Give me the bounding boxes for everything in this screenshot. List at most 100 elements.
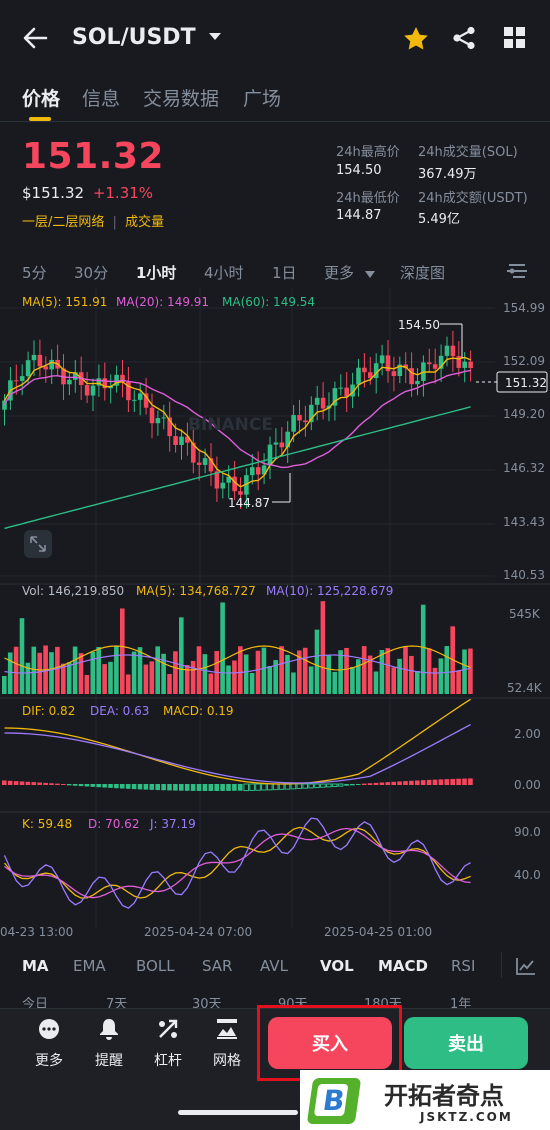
expand-icon[interactable]	[24, 530, 52, 558]
interval-more[interactable]: 更多	[324, 262, 375, 283]
macd-bar	[426, 779, 432, 785]
volume-bar	[167, 673, 172, 694]
candle-body	[303, 420, 308, 423]
bell-icon	[100, 1019, 118, 1040]
interval-1h[interactable]: 1小时	[136, 264, 177, 282]
period-item[interactable]: 180天	[364, 997, 402, 1008]
stat-value: 154.50	[336, 163, 382, 178]
interval-4h[interactable]: 4小时	[204, 264, 244, 282]
macd-bar	[78, 784, 84, 787]
interval-depth[interactable]: 深度图	[400, 264, 446, 282]
volume-bar	[108, 661, 113, 694]
sell-button[interactable]: 卖出	[404, 1017, 528, 1069]
volume-bar	[2, 676, 7, 694]
tab-price[interactable]: 价格	[22, 88, 61, 110]
watermark: BINANCE	[188, 415, 273, 435]
indicator-macd[interactable]: MACD	[378, 957, 428, 975]
chart-settings-icon[interactable]	[507, 263, 527, 279]
macd-bar	[468, 778, 473, 785]
interval-1d[interactable]: 1日	[272, 264, 297, 282]
period-item[interactable]: 今日	[22, 997, 49, 1008]
tag-volume[interactable]: 成交量	[125, 215, 165, 230]
indicator-chart-icon[interactable]	[516, 957, 536, 975]
indicator-vol[interactable]: VOL	[320, 957, 354, 975]
candle-body	[208, 458, 214, 472]
interval-30m[interactable]: 30分	[74, 264, 109, 282]
nav-more-label: 更多	[35, 1053, 63, 1069]
candle-body	[432, 364, 438, 369]
nav-alert[interactable]: 提醒	[84, 1018, 134, 1070]
indicator-avl[interactable]: AVL	[260, 957, 288, 975]
volume-bar	[49, 652, 54, 694]
vol-ma5-label: MA(5): 134,768.727	[136, 584, 256, 598]
period-item[interactable]: 90天	[278, 997, 308, 1008]
ma60-label: MA(60): 149.54	[222, 295, 315, 309]
macd-bar	[326, 783, 332, 788]
kline-svg[interactable]: BINANCE 154.99 152.09 149.20 146.32 143.…	[0, 288, 550, 950]
kdj-tick: 40.0	[514, 868, 541, 882]
macd-bar	[2, 780, 7, 785]
macd-bar	[331, 783, 338, 787]
back-arrow-icon[interactable]	[22, 26, 48, 50]
interval-more-label: 更多	[324, 264, 355, 282]
kline-chart[interactable]: BINANCE 154.99 152.09 149.20 146.32 143.…	[0, 288, 550, 950]
candle-body	[279, 442, 285, 448]
candle-body	[25, 360, 31, 377]
volume-bar	[78, 653, 84, 694]
indicator-sar[interactable]: SAR	[202, 957, 233, 975]
interval-5m[interactable]: 5分	[22, 264, 47, 282]
pair-title[interactable]: SOL/USDT	[72, 25, 196, 50]
volume-bar	[179, 617, 184, 694]
volume-bar	[102, 664, 107, 694]
price-tick: 152.09	[503, 354, 545, 368]
dif-line	[4, 698, 471, 785]
candle-body	[96, 378, 102, 386]
macd-bar	[350, 784, 355, 786]
grid-icon[interactable]	[504, 27, 526, 49]
price-tick: 149.20	[503, 407, 545, 421]
volume-bar	[72, 646, 78, 694]
candle-body	[314, 397, 320, 405]
stat-label: 24h成交额(USDT)	[418, 191, 528, 206]
volume-bar	[326, 655, 332, 694]
period-item[interactable]: 1年	[450, 997, 472, 1008]
period-item[interactable]: 30天	[192, 997, 222, 1008]
nav-more[interactable]: 更多	[24, 1018, 74, 1070]
candle-body	[114, 374, 119, 386]
macd-bar	[261, 783, 267, 791]
volume-bar	[468, 648, 473, 694]
tab-info[interactable]: 信息	[82, 88, 121, 110]
buy-button[interactable]: 买入	[268, 1017, 392, 1069]
nav-grid[interactable]: 网格	[202, 1018, 252, 1070]
share-icon[interactable]	[452, 26, 476, 50]
candle-body	[49, 359, 54, 370]
chevron-down-icon[interactable]	[208, 32, 222, 42]
star-icon[interactable]	[403, 26, 429, 51]
indicator-ema[interactable]: EMA	[73, 957, 106, 975]
indicator-rsi[interactable]: RSI	[451, 957, 476, 975]
tab-square[interactable]: 广场	[243, 88, 282, 110]
candle-body	[232, 476, 237, 492]
volume-bar	[255, 650, 261, 694]
indicator-boll[interactable]: BOLL	[136, 957, 175, 975]
period-item[interactable]: 7天	[106, 997, 128, 1008]
macd-bar	[397, 781, 402, 785]
volume-bar	[232, 660, 237, 694]
volume-bar	[409, 655, 414, 694]
tag-l1l2[interactable]: 一层/二层网络	[22, 215, 105, 230]
k-label: K: 59.48	[22, 817, 72, 831]
last-price-tag: 151.32	[505, 376, 547, 390]
volume-bar	[184, 665, 190, 694]
d-label: D: 70.62	[88, 817, 139, 831]
last-price-tag-box	[496, 371, 548, 393]
macd-bar	[196, 784, 202, 791]
nav-leverage[interactable]: 杠杆	[143, 1018, 193, 1070]
candle-body	[291, 415, 296, 432]
macd-bar	[337, 783, 344, 787]
macd-bar	[302, 783, 308, 789]
volume-bar	[37, 652, 42, 694]
candle-body	[379, 355, 385, 364]
tab-trade-data[interactable]: 交易数据	[143, 88, 220, 110]
indicator-ma[interactable]: MA	[22, 957, 49, 975]
macd-bar	[66, 784, 72, 786]
